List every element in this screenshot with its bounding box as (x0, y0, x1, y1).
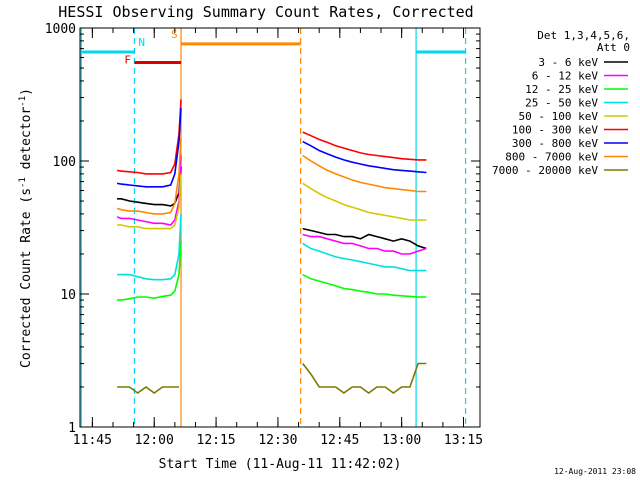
series-line (116, 155, 182, 226)
series-group (117, 362, 427, 394)
x-tick-label: 12:15 (197, 433, 236, 448)
x-tick-label: 13:15 (444, 433, 483, 448)
series-line (302, 182, 427, 221)
y-axis-label-end: ) (19, 88, 34, 96)
legend-entry-label: 7000 - 20000 keV (492, 164, 598, 177)
series-line (302, 273, 427, 298)
y-axis: 1 10 100 1000 (45, 22, 480, 436)
y-axis-label-sup1: -1 (18, 177, 28, 188)
y-axis-label-sup2: -1 (18, 96, 28, 107)
x-axis-label: Start Time (11-Aug-11 11:42:02) (159, 457, 402, 472)
x-tick-label: 13:00 (382, 433, 421, 448)
x-tick-label: 12:45 (320, 433, 359, 448)
plot-area: FN S (79, 27, 481, 428)
plot-frame (79, 27, 481, 428)
series-group (117, 167, 427, 250)
flag-bars: FN S (82, 28, 466, 67)
flag-label: N (138, 36, 145, 49)
series-group (117, 241, 427, 301)
series-line (117, 213, 182, 281)
legend-entry-label: 3 - 6 keV (538, 56, 598, 69)
legend-entry-label: 300 - 800 keV (512, 137, 598, 150)
series-group (116, 155, 427, 255)
chart-title: HESSI Observing Summary Count Rates, Cor… (58, 3, 473, 21)
y-tick-label: 1 (68, 421, 76, 436)
legend-entry-label: 12 - 25 keV (525, 83, 598, 96)
legend-entry-label: 25 - 50 keV (525, 97, 598, 110)
series-line (302, 154, 427, 193)
series-line (302, 140, 427, 174)
series-line (302, 242, 427, 272)
series-group (117, 173, 427, 230)
series-line (116, 137, 182, 215)
data-series (116, 99, 427, 394)
flag-label: S (171, 28, 178, 41)
x-tick-label: 12:00 (135, 433, 174, 448)
y-axis-label-mid: detector (19, 107, 34, 178)
series-line (117, 173, 182, 230)
y-axis-label: Corrected Count Rate (s-1 detector-1) (18, 88, 34, 368)
legend-header-detectors: Det 1,3,4,5,6, (537, 29, 630, 42)
x-tick-label: 11:45 (73, 433, 112, 448)
y-tick-label: 10 (60, 288, 76, 303)
y-axis-label-main: Corrected Count Rate (s (19, 188, 34, 368)
flag-label: F (124, 54, 131, 67)
series-line (302, 227, 427, 250)
series-line (116, 99, 182, 175)
series-group (116, 108, 427, 188)
legend-entry-label: 800 - 7000 keV (505, 151, 598, 164)
y-tick-label: 100 (53, 155, 76, 170)
x-axis: 11:45 12:00 12:15 12:30 12:45 13:00 13:15 (73, 28, 483, 448)
series-line (117, 386, 179, 394)
series-line (302, 362, 427, 394)
legend-entry-label: 100 - 300 keV (512, 124, 598, 137)
series-group (116, 137, 427, 215)
series-line (302, 233, 427, 255)
legend-entry-label: 6 - 12 keV (532, 70, 599, 83)
series-line (302, 131, 427, 161)
series-line (117, 241, 182, 301)
legend-header-attenuator: Att 0 (597, 41, 630, 54)
series-group (116, 99, 427, 175)
legend-entry-label: 50 - 100 keV (519, 110, 599, 123)
series-line (117, 167, 182, 207)
series-line (116, 108, 182, 188)
y-tick-label: 1000 (45, 22, 76, 37)
x-tick-label: 12:30 (258, 433, 297, 448)
series-group (117, 213, 427, 281)
date-stamp: 12-Aug-2011 23:08 (554, 467, 636, 476)
